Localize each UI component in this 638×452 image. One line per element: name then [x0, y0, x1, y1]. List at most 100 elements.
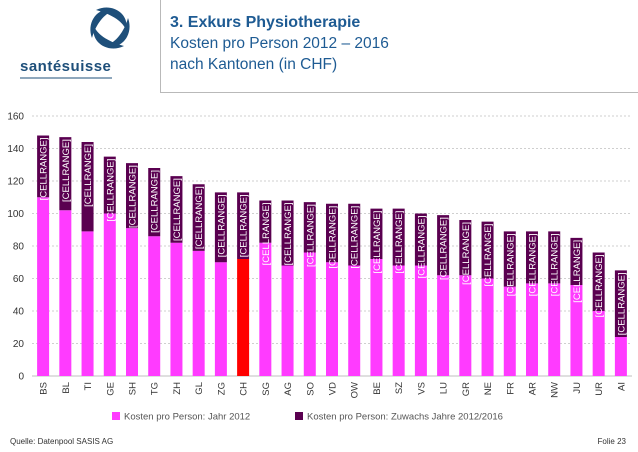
bars: [CELLRANGE] [CELLRANGE] [CELLRANGE] [CELLRA…: [37, 135, 627, 376]
data-label-vd: [CELLRANGE]: [328, 206, 339, 269]
x-tick-label-sg: SG: [261, 382, 272, 396]
x-tick-label-sz: SZ: [394, 382, 405, 394]
x-tick-label-ai: AI: [616, 382, 627, 391]
x-tick-label-ur: UR: [594, 382, 605, 396]
bar-growth-sh: [126, 163, 138, 229]
data-label-bs: [CELLRANGE]: [39, 138, 50, 201]
y-tick-label: 60: [13, 274, 25, 285]
legend-label-growth: Kosten pro Person: Zuwachs Jahre 2012/20…: [307, 412, 503, 423]
bar-base-ch: [237, 259, 250, 376]
bar-base-ti: [81, 231, 94, 376]
y-tick-label: 100: [7, 209, 24, 220]
bar-base-ar: [526, 283, 538, 376]
data-label-ag: [CELLRANGE]: [283, 203, 294, 266]
bar-base-ge: [103, 213, 116, 376]
data-label-ur: [CELLRANGE]: [594, 255, 605, 318]
bar-base-fr: [503, 286, 516, 376]
bar-growth-bl: [59, 137, 72, 211]
data-label-ar: [CELLRANGE]: [528, 233, 539, 296]
bar-base-sh: [126, 228, 138, 376]
data-label-bl: [CELLRANGE]: [61, 139, 72, 202]
bar-growth-gr: [459, 220, 472, 276]
data-label-ge: [CELLRANGE]: [105, 159, 116, 222]
bar-base-gr: [459, 275, 472, 376]
bar-growth-ar: [526, 231, 538, 284]
bar-base-tg: [148, 236, 161, 376]
x-tick-label-ar: AR: [528, 382, 539, 395]
bar-growth-ge: [103, 156, 116, 214]
y-tick-label: 20: [13, 339, 25, 350]
bar-growth-ne: [481, 221, 494, 279]
bar-growth-ur: [592, 252, 605, 311]
x-tick-label-ju: JU: [572, 382, 583, 394]
bar-growth-ti: [81, 142, 94, 232]
data-label-sg: [CELLRANGE]: [261, 203, 272, 266]
data-label-gr: [CELLRANGE]: [461, 222, 472, 285]
bar-base-zh: [170, 242, 183, 376]
title-divider: [160, 92, 638, 93]
x-tick-label-bs: BS: [39, 382, 50, 395]
data-label-gl: [CELLRANGE]: [194, 186, 205, 249]
data-label-ch: [CELLRANGE]: [239, 194, 250, 257]
y-tick-label: 120: [7, 177, 24, 188]
bar-growth-ai: [614, 270, 627, 337]
data-label-nw: [CELLRANGE]: [550, 233, 561, 296]
bar-base-so: [303, 252, 316, 376]
bar-base-ag: [281, 265, 294, 376]
bar-base-gl: [192, 250, 205, 376]
data-label-ai: [CELLRANGE]: [616, 272, 627, 335]
bar-base-bs: [37, 197, 50, 376]
x-tick-label-ow: OW: [350, 382, 361, 398]
y-tick-label: 0: [18, 372, 24, 383]
bar-base-vd: [326, 262, 338, 376]
data-label-ju: [CELLRANGE]: [572, 240, 583, 303]
x-tick-label-zg: ZG: [216, 382, 227, 395]
slide-title: 3. Exkurs Physiotherapie: [170, 14, 361, 31]
x-tick-label-gl: GL: [194, 382, 205, 395]
data-label-tg: [CELLRANGE]: [150, 170, 161, 233]
x-tick-label-ge: GE: [105, 382, 116, 396]
x-tick-label-be: BE: [372, 382, 383, 395]
bar-base-ne: [481, 278, 494, 376]
title-block: 3. Exkurs Physiotherapie Kosten pro Pers…: [170, 12, 389, 75]
x-tick-label-vs: VS: [416, 382, 427, 395]
bar-base-zg: [214, 262, 227, 376]
bar-base-ju: [570, 285, 583, 376]
bar-base-vs: [414, 265, 427, 376]
y-tick-label: 160: [7, 112, 24, 123]
data-label-ti: [CELLRANGE]: [83, 144, 94, 207]
legend-swatch-base: [112, 412, 120, 420]
x-tick-label-ch: CH: [239, 382, 250, 396]
bar-growth-sg: [259, 200, 272, 243]
bar-base-nw: [548, 283, 561, 376]
bar-growth-gl: [192, 184, 205, 251]
bar-growth-nw: [548, 231, 561, 284]
y-tick-label: 40: [13, 307, 25, 318]
x-tick-label-so: SO: [305, 382, 316, 396]
logo: santésuisse: [0, 0, 161, 92]
y-axis: 0 20 40 60 80 100 120 140 160: [7, 112, 24, 383]
bar-growth-so: [303, 202, 316, 253]
bar-growth-fr: [503, 231, 516, 287]
bar-growth-ow: [348, 203, 361, 266]
bar-base-ow: [348, 265, 361, 376]
y-tick-label: 140: [7, 144, 24, 155]
bar-base-ur: [592, 311, 605, 376]
source-note: Quelle: Datenpool SASIS AG: [10, 437, 114, 446]
bar-growth-zg: [214, 192, 227, 263]
legend: Kosten pro Person: Jahr 2012 Kosten pro …: [112, 412, 503, 423]
bar-growth-ju: [570, 237, 583, 285]
bar-growth-tg: [148, 168, 161, 237]
bar-base-ai: [614, 337, 627, 376]
brand-name: santésuisse: [20, 58, 112, 75]
data-label-sz: [CELLRANGE]: [394, 211, 405, 274]
bar-growth-sz: [392, 208, 405, 266]
bar-growth-lu: [437, 215, 450, 276]
bar-base-be: [370, 259, 383, 376]
x-tick-label-sh: SH: [128, 382, 139, 395]
data-label-sh: [CELLRANGE]: [128, 165, 139, 228]
x-tick-label-tg: TG: [150, 382, 161, 395]
slide-header: santésuisse 3. Exkurs Physiotherapie Kos…: [0, 0, 638, 93]
legend-swatch-growth: [295, 412, 303, 420]
